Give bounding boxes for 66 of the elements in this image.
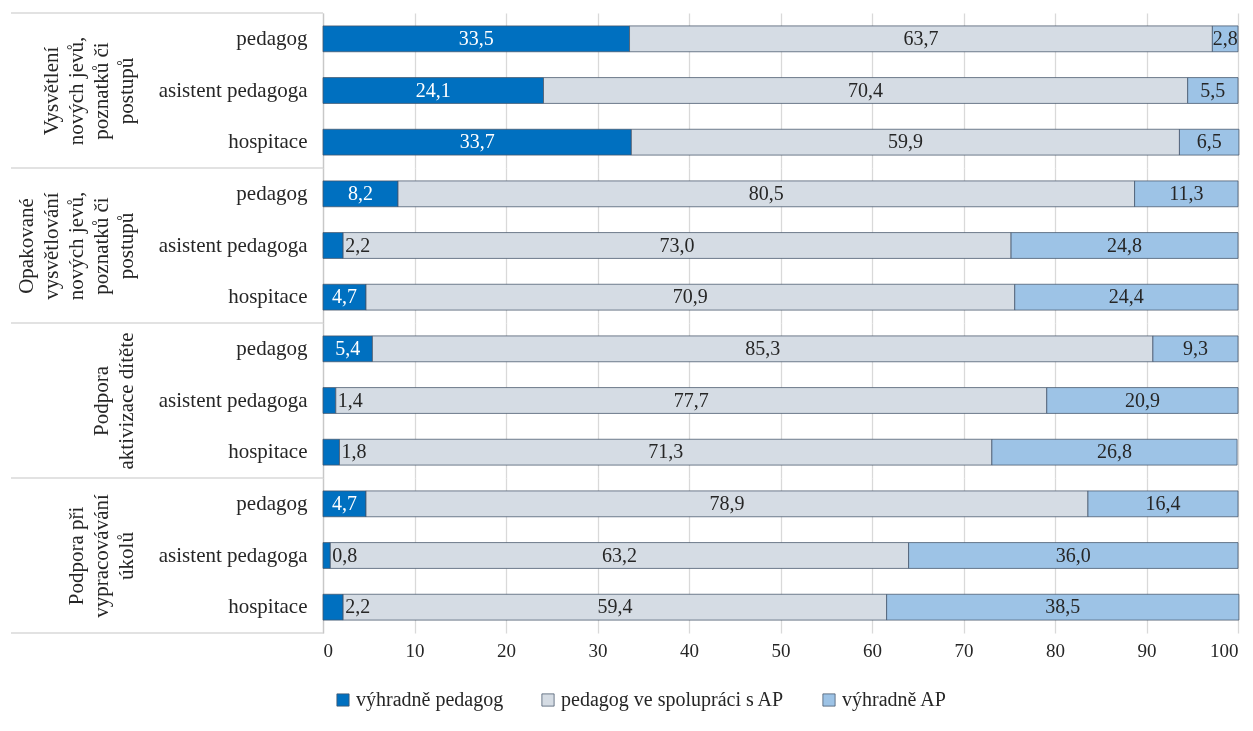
data-label: 70,4 [848, 78, 884, 101]
y-axis-title: Opakované vysvětlování nových jevů, poznatků či postupů [13, 191, 138, 301]
data-label: 71,3 [648, 440, 684, 463]
y-tick-label: pedagog [236, 180, 308, 205]
y-tick-label: hospitace [228, 284, 308, 309]
data-label: 5,5 [1200, 78, 1226, 101]
x-tick-label: 10 [405, 639, 425, 661]
data-label: 33,7 [459, 130, 495, 153]
data-label: 1,4 [337, 388, 363, 411]
data-label: 78,9 [709, 491, 745, 514]
data-label: 24,8 [1107, 233, 1143, 256]
data-label: 6,5 [1196, 130, 1222, 153]
x-tick-label: 70 [954, 639, 974, 661]
x-tick-label: 90 [1137, 639, 1157, 661]
data-label: 73,0 [659, 233, 695, 256]
data-label: 59,9 [887, 130, 923, 153]
data-label: 33,5 [458, 26, 494, 49]
y-tick-label: asistent pedagoga [158, 77, 309, 102]
data-label: 0,8 [332, 543, 358, 566]
x-tick-label: 40 [680, 639, 699, 661]
data-label: 2,2 [345, 595, 371, 618]
data-label: 4,7 [332, 285, 357, 308]
y-axis-title: Vysvětlení nových jevů, poznatků či postupů [38, 36, 138, 146]
x-tick-label: 30 [588, 639, 608, 661]
y-tick-label: pedagog [236, 335, 308, 360]
legend-label: pedagog ve spolupráci s AP [561, 688, 784, 711]
y-tick-label: hospitace [228, 439, 308, 464]
data-label: 8,2 [348, 181, 374, 204]
data-label: 63,2 [601, 543, 637, 566]
x-tick-label: 60 [863, 639, 882, 661]
x-tick-label: 80 [1046, 639, 1065, 661]
x-tick-label: 100 [1210, 639, 1239, 661]
data-label: 59,4 [597, 595, 633, 618]
y-tick-label: hospitace [228, 129, 308, 154]
x-tick-label: 0 [323, 639, 333, 661]
x-tick-label: 20 [497, 639, 516, 661]
y-axis-title: Podpora při vypracovávání úkolů [63, 494, 138, 618]
data-label: 11,3 [1169, 181, 1204, 204]
y-tick-label: asistent pedagoga [158, 387, 309, 412]
data-label: 9,3 [1182, 336, 1208, 359]
data-label: 5,4 [335, 336, 361, 359]
x-tick-label: 50 [771, 639, 791, 661]
y-tick-label: asistent pedagoga [158, 232, 309, 257]
data-label: 24,1 [415, 78, 451, 101]
data-label: 2,8 [1212, 26, 1238, 49]
data-label: 38,5 [1045, 595, 1081, 618]
data-label: 85,3 [745, 336, 781, 359]
data-label: 80,5 [748, 181, 784, 204]
data-label: 4,7 [332, 491, 357, 514]
data-label: 63,7 [903, 26, 939, 49]
data-label: 1,8 [341, 440, 367, 463]
data-label: 36,0 [1055, 543, 1091, 566]
data-label: 24,4 [1108, 285, 1144, 308]
data-label: 77,7 [673, 388, 709, 411]
data-label: 26,8 [1096, 440, 1132, 463]
y-tick-label: pedagog [236, 25, 308, 50]
y-tick-label: hospitace [228, 594, 308, 619]
y-tick-label: pedagog [236, 490, 308, 515]
y-axis-title: Podpora aktivizace dítěte [88, 332, 138, 470]
data-label: 20,9 [1124, 388, 1160, 411]
data-label: 70,9 [672, 285, 708, 308]
legend-label: výhradně AP [842, 688, 946, 711]
y-tick-label: asistent pedagoga [158, 542, 309, 567]
data-label: 2,2 [345, 233, 371, 256]
legend-label: výhradně pedagog [356, 688, 504, 711]
data-label: 16,4 [1145, 491, 1181, 514]
